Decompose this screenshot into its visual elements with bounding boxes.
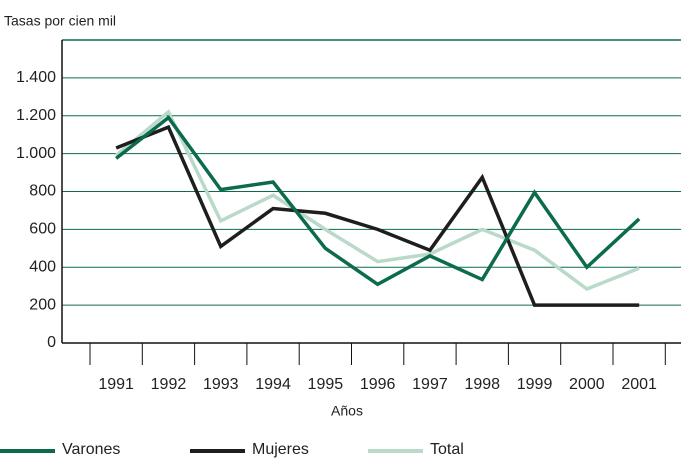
- x-tick-label: 2000: [569, 376, 605, 393]
- legend-label: Mujeres: [252, 441, 309, 458]
- y-tick-label: 400: [29, 258, 56, 275]
- x-tick-label: 1993: [203, 376, 239, 393]
- y-tick-label: 200: [29, 296, 56, 313]
- legend-label: Varones: [62, 441, 120, 458]
- x-tick-label: 1994: [255, 376, 291, 393]
- x-tick-label: 2001: [621, 376, 657, 393]
- x-tick-label: 1999: [517, 376, 553, 393]
- x-axis-label: Años: [331, 403, 363, 419]
- x-tick-label: 1991: [98, 376, 134, 393]
- y-tick-label: 1.200: [16, 107, 56, 124]
- y-tick-label: 1.000: [16, 145, 56, 162]
- y-tick-label: 0: [47, 334, 56, 351]
- line-series: [115, 109, 640, 292]
- y-tick-label: 800: [29, 183, 56, 200]
- y-axis-label: Tasas por cien mil: [4, 13, 116, 29]
- line-series: [115, 124, 640, 307]
- x-tick-label: 1995: [308, 376, 344, 393]
- x-tick-label: 1997: [412, 376, 448, 393]
- line-series: [115, 115, 641, 287]
- x-tick-label: 1992: [151, 376, 187, 393]
- legend-label: Total: [430, 441, 464, 458]
- y-tick-label: 1.400: [16, 69, 56, 86]
- x-tick-label: 1998: [464, 376, 500, 393]
- y-tick-label: 600: [29, 221, 56, 238]
- x-tick-label: 1996: [360, 376, 396, 393]
